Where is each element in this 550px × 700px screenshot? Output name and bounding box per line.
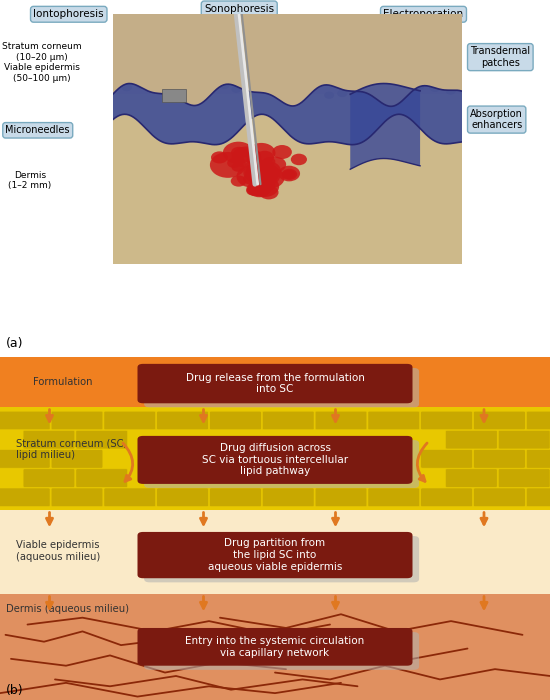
Bar [0, 357, 550, 407]
Text: Absorption
enhancers: Absorption enhancers [470, 108, 523, 130]
FancyBboxPatch shape [210, 411, 261, 430]
FancyBboxPatch shape [138, 436, 412, 484]
FancyBboxPatch shape [51, 449, 103, 468]
FancyBboxPatch shape [23, 469, 75, 487]
Text: d: d [318, 27, 325, 38]
FancyBboxPatch shape [144, 536, 419, 582]
FancyBboxPatch shape [474, 449, 525, 468]
FancyBboxPatch shape [474, 411, 525, 430]
Text: Electroporation: Electroporation [383, 9, 464, 20]
FancyBboxPatch shape [446, 469, 497, 487]
FancyBboxPatch shape [474, 488, 525, 507]
FancyBboxPatch shape [104, 411, 156, 430]
FancyBboxPatch shape [315, 488, 367, 507]
Text: Stratum corneum
(10–20 μm)
Viable epidermis
(50–100 μm): Stratum corneum (10–20 μm) Viable epider… [2, 43, 82, 83]
Bar [0, 510, 550, 594]
Bar [0, 407, 550, 510]
FancyBboxPatch shape [262, 488, 314, 507]
FancyBboxPatch shape [526, 411, 550, 430]
FancyBboxPatch shape [446, 430, 497, 449]
Text: Transdermal
patches: Transdermal patches [470, 46, 530, 68]
FancyBboxPatch shape [51, 411, 103, 430]
FancyBboxPatch shape [210, 488, 261, 507]
Text: Formulation: Formulation [33, 377, 92, 386]
FancyBboxPatch shape [51, 488, 103, 507]
Text: b: b [203, 27, 210, 38]
Text: a: a [153, 27, 160, 38]
Text: Drug release from the formulation
into SC: Drug release from the formulation into S… [185, 373, 365, 394]
Text: Microneedles: Microneedles [6, 125, 70, 135]
FancyBboxPatch shape [421, 449, 472, 468]
FancyBboxPatch shape [421, 411, 472, 430]
FancyBboxPatch shape [138, 628, 412, 666]
FancyBboxPatch shape [76, 430, 128, 449]
Text: Dermis
(1–2 mm): Dermis (1–2 mm) [8, 171, 52, 190]
FancyBboxPatch shape [144, 368, 419, 407]
Text: Dermis (aqueous milieu): Dermis (aqueous milieu) [6, 604, 129, 614]
Text: (b): (b) [6, 684, 23, 696]
FancyBboxPatch shape [157, 411, 208, 430]
FancyBboxPatch shape [262, 411, 314, 430]
FancyBboxPatch shape [526, 449, 550, 468]
Text: c: c [263, 27, 270, 38]
Text: Drug partition from
the lipid SC into
aqueous viable epidermis: Drug partition from the lipid SC into aq… [208, 538, 342, 572]
FancyBboxPatch shape [144, 440, 419, 488]
FancyBboxPatch shape [368, 488, 420, 507]
Text: (a): (a) [6, 337, 23, 350]
FancyBboxPatch shape [526, 488, 550, 507]
Text: Entry into the systemic circulation
via capillary network: Entry into the systemic circulation via … [185, 636, 365, 657]
FancyBboxPatch shape [498, 430, 550, 449]
FancyBboxPatch shape [421, 488, 472, 507]
FancyBboxPatch shape [138, 532, 412, 578]
FancyBboxPatch shape [23, 430, 75, 449]
Text: Stratum corneum (SC,
lipid milieu): Stratum corneum (SC, lipid milieu) [16, 439, 127, 461]
FancyBboxPatch shape [368, 411, 420, 430]
FancyBboxPatch shape [144, 632, 419, 670]
Text: Viable epidermis
(aqueous milieu): Viable epidermis (aqueous milieu) [16, 540, 101, 561]
Bar [0, 594, 550, 700]
Text: Sonophoresis: Sonophoresis [204, 4, 274, 14]
FancyBboxPatch shape [0, 449, 50, 468]
Text: Drug diffusion across
SC via tortuous intercellular
lipid pathway: Drug diffusion across SC via tortuous in… [202, 443, 348, 477]
FancyBboxPatch shape [138, 364, 412, 403]
FancyBboxPatch shape [76, 469, 128, 487]
FancyBboxPatch shape [0, 411, 50, 430]
Text: Iontophoresis: Iontophoresis [34, 9, 104, 20]
FancyBboxPatch shape [104, 488, 156, 507]
FancyBboxPatch shape [0, 488, 50, 507]
FancyBboxPatch shape [157, 488, 208, 507]
FancyBboxPatch shape [498, 469, 550, 487]
FancyBboxPatch shape [315, 411, 367, 430]
